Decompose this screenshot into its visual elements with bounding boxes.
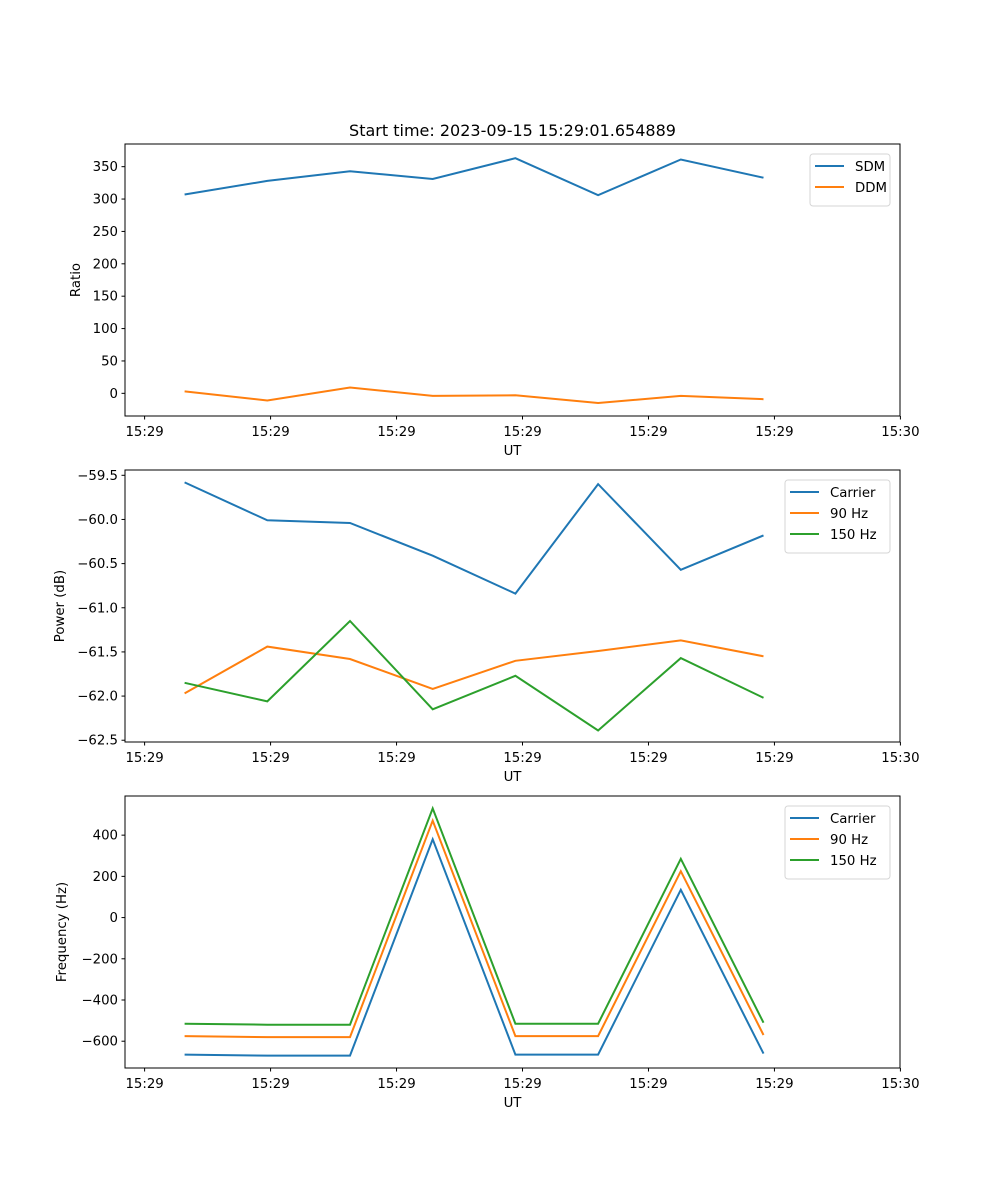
y-tick-label: 50 <box>101 354 118 369</box>
series-line-carrier <box>184 836 765 1057</box>
y-tick-label: 350 <box>93 160 118 175</box>
y-tick-label: −62.5 <box>77 734 118 749</box>
x-tick-label: 15:29 <box>377 425 415 440</box>
x-tick-label: 15:29 <box>377 1077 415 1092</box>
x-tick-label: 15:29 <box>125 1077 163 1092</box>
x-tick-label: 15:29 <box>251 1077 289 1092</box>
y-tick-label: −60.0 <box>77 513 118 528</box>
x-axis-label: UT <box>504 770 523 785</box>
y-tick-label: 150 <box>93 290 118 305</box>
x-tick-label: 15:29 <box>125 751 163 766</box>
y-axis-label: Frequency (Hz) <box>55 882 70 982</box>
x-tick-label: 15:29 <box>755 1077 793 1092</box>
axes-frame <box>124 469 901 743</box>
y-tick-label: 200 <box>93 257 118 272</box>
x-tick-label: 15:29 <box>503 751 541 766</box>
series-line-90-hz <box>184 639 764 695</box>
series-line-carrier <box>184 481 764 595</box>
y-tick-label: 0 <box>110 911 118 926</box>
x-tick-label: 15:29 <box>125 425 163 440</box>
x-tick-label: 15:30 <box>881 425 919 440</box>
y-tick-label: −61.5 <box>77 645 118 660</box>
legend: Carrier 90 Hz 150 Hz <box>784 479 891 554</box>
y-tick-label: −62.0 <box>77 690 118 705</box>
legend-label: 90 Hz <box>830 833 868 848</box>
legend-label: SDM <box>855 160 885 175</box>
y-axis-label: Power (dB) <box>53 570 68 642</box>
x-tick-label: 15:30 <box>881 1077 919 1092</box>
y-tick-label: −200 <box>81 952 118 967</box>
y-tick-label: 100 <box>93 322 118 337</box>
series-line-sdm <box>184 157 764 197</box>
x-axis-label: UT <box>504 444 523 459</box>
y-tick-label: −600 <box>81 1035 118 1050</box>
legend-label: 150 Hz <box>830 854 877 869</box>
y-axis-label: Ratio <box>69 263 84 297</box>
y-tick-label: −400 <box>81 994 118 1009</box>
legend: Carrier 90 Hz 150 Hz <box>784 805 891 880</box>
x-tick-label: 15:29 <box>251 751 289 766</box>
x-axis-label: UT <box>504 1096 523 1111</box>
x-tick-label: 15:29 <box>755 751 793 766</box>
axes-panel-3: −600 −400 −200 0 200 400 15:29 15:29 15:29 15:29 1… <box>55 795 920 1111</box>
y-tick-label: 250 <box>93 225 118 240</box>
x-tick-label: 15:29 <box>503 425 541 440</box>
x-tick-label: 15:29 <box>503 1077 541 1092</box>
axes-panel-1: 0 50 100 150 200 250 300 350 15:29 15:29 15:29 15:2… <box>69 143 920 459</box>
x-tick-label: 15:29 <box>377 751 415 766</box>
x-tick-label: 15:30 <box>881 751 919 766</box>
y-tick-label: 300 <box>93 193 118 208</box>
axes-frame <box>124 795 901 1069</box>
legend-label: Carrier <box>830 486 876 501</box>
legend-label: Carrier <box>830 812 876 827</box>
legend-label: 150 Hz <box>830 528 877 543</box>
legend-label: 90 Hz <box>830 507 868 522</box>
series-line-ddm <box>184 386 764 405</box>
y-tick-label: 400 <box>93 829 118 844</box>
y-tick-label: 200 <box>93 870 118 885</box>
y-tick-label: −61.0 <box>77 601 118 616</box>
legend-label: DDM <box>855 181 887 196</box>
y-tick-label: −60.5 <box>77 557 118 572</box>
legend: SDM DDM <box>809 153 891 207</box>
x-tick-label: 15:29 <box>629 751 667 766</box>
series-line-150-hz <box>184 805 765 1026</box>
x-tick-label: 15:29 <box>251 425 289 440</box>
axes-frame <box>124 143 901 417</box>
x-tick-label: 15:29 <box>629 1077 667 1092</box>
axes-panel-2: −59.5 −60.0 −60.5 −61.0 −61.5 −62.0 −62.5 15:29… <box>53 469 920 785</box>
series-line-150-hz <box>184 619 764 732</box>
y-tick-label: −59.5 <box>77 469 118 484</box>
y-tick-label: 0 <box>110 387 118 402</box>
series-line-90-hz <box>184 817 765 1039</box>
x-tick-label: 15:29 <box>755 425 793 440</box>
figure-title: Start time: 2023-09-15 15:29:01.654889 <box>349 121 676 140</box>
x-tick-label: 15:29 <box>629 425 667 440</box>
